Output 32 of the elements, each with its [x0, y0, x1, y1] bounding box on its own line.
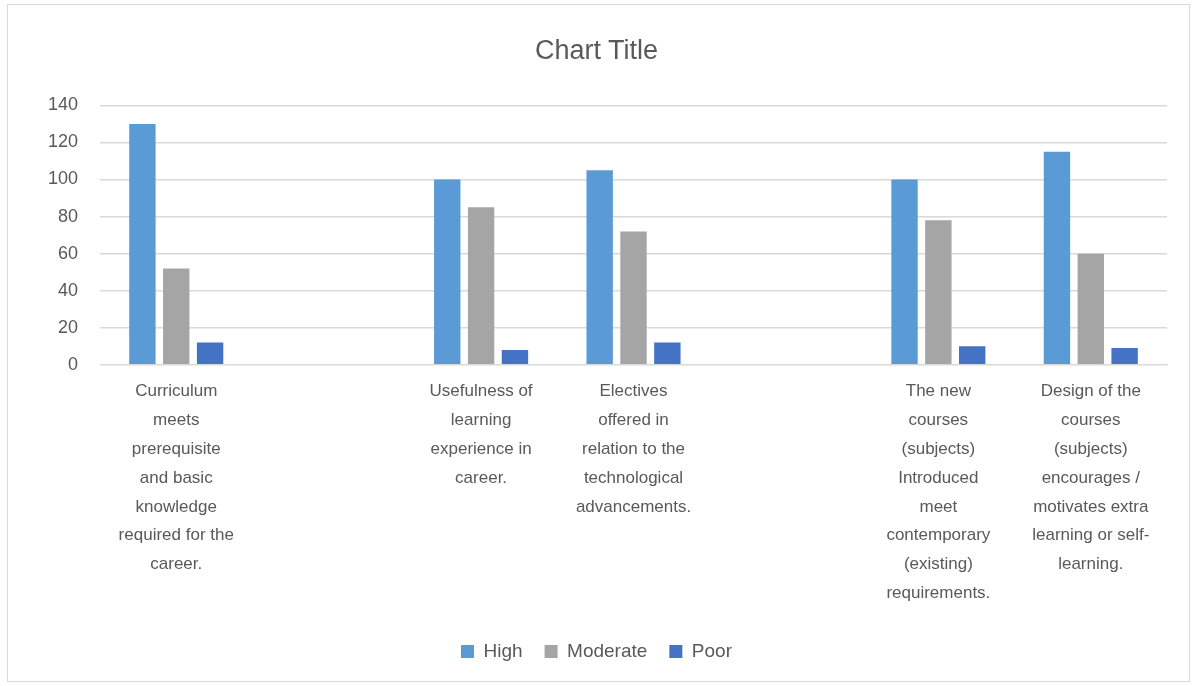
bar — [1111, 348, 1138, 365]
bar — [959, 346, 986, 365]
bar — [891, 179, 918, 365]
x-tick-label: Usefulness of learning experience in career. — [429, 380, 533, 487]
bar — [1077, 253, 1104, 365]
bar — [434, 179, 461, 365]
legend-label: Moderate — [567, 639, 648, 661]
y-tick-label: 80 — [58, 205, 79, 226]
y-tick-label: 60 — [58, 242, 79, 263]
bar — [620, 231, 647, 365]
x-tick-label: The new courses (subjects) Introduced meet contemporary (existing) requirements. — [886, 380, 991, 603]
legend-label: Poor — [691, 639, 733, 661]
x-tick-label: Electives offered in relation to the technological advancements. — [575, 380, 692, 516]
y-tick-label: 20 — [58, 316, 79, 337]
y-tick-label: 120 — [47, 131, 79, 152]
bar — [586, 170, 613, 365]
bar — [129, 123, 156, 365]
chart-title: Chart Title — [534, 34, 659, 65]
bar — [925, 220, 952, 365]
bar — [196, 342, 224, 365]
y-tick-label: 140 — [47, 94, 79, 115]
y-tick-label: 0 — [68, 353, 79, 374]
legend-label: High — [483, 639, 523, 661]
bar — [1043, 151, 1071, 365]
x-tick-label: Curriculum meets prerequisite and basic knowledge required for the career. — [118, 380, 234, 574]
y-tick-label: 40 — [58, 279, 79, 300]
bar — [654, 342, 681, 365]
y-tick-label: 100 — [47, 168, 79, 189]
bar — [163, 268, 190, 365]
bar — [467, 207, 495, 365]
x-tick-label: Design of the courses (subjects) encourages / motivates extra learning or self-learning. — [1032, 380, 1150, 574]
bar — [501, 349, 529, 365]
